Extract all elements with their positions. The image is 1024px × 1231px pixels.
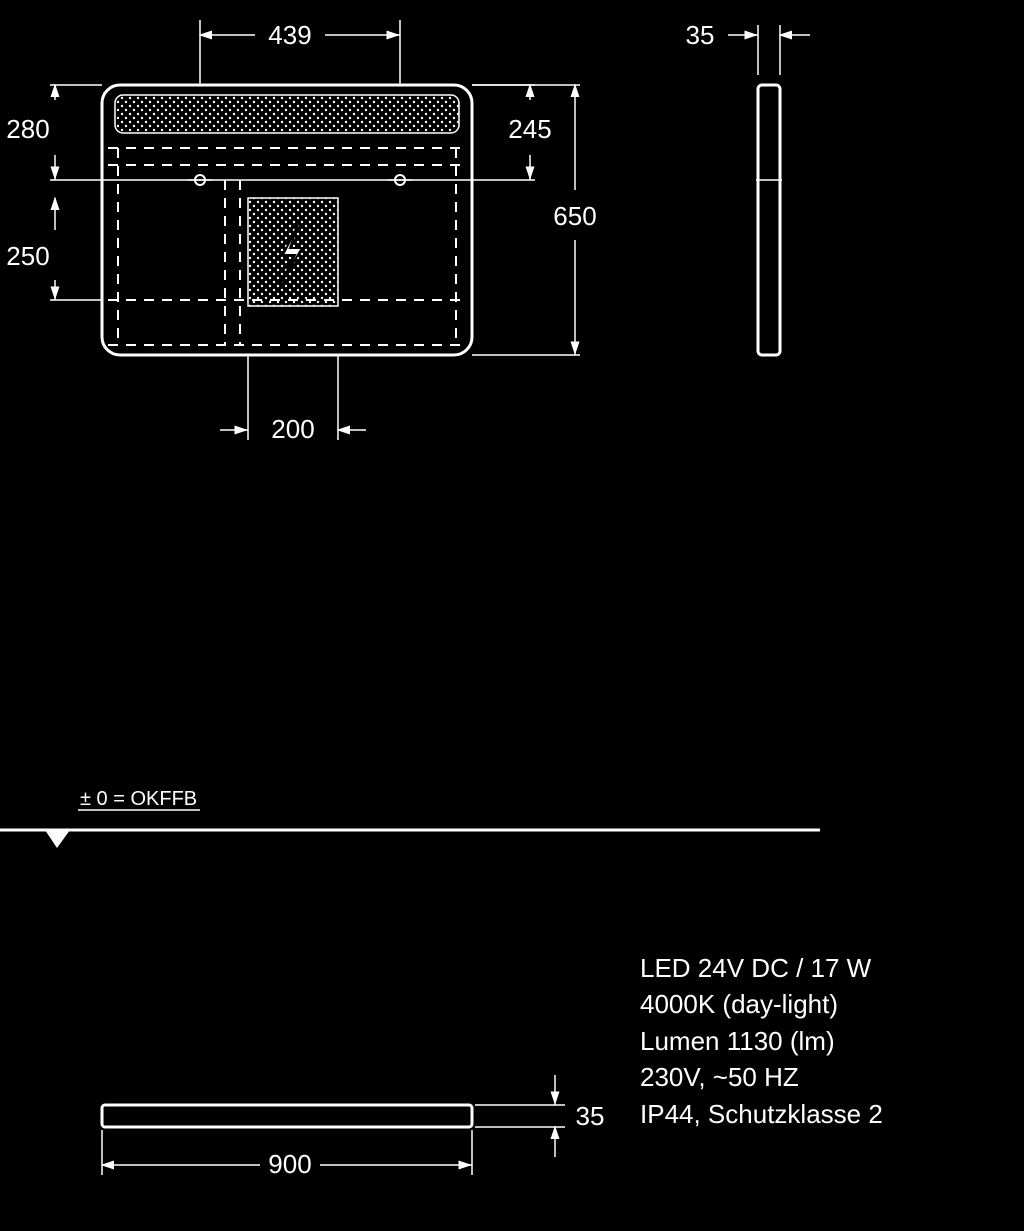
dim-200: 200: [271, 414, 314, 444]
datum-line: ± 0 = OKFFB: [0, 788, 820, 848]
front-view: 439 280 250 245 650 200: [6, 20, 596, 444]
spec-line-4: 230V, ~50 HZ: [640, 1059, 883, 1095]
dim-250: 250: [6, 241, 49, 271]
side-view: 35: [686, 20, 810, 355]
dim-245: 245: [508, 114, 551, 144]
spec-line-2: 4000K (day-light): [640, 986, 883, 1022]
spec-block: LED 24V DC / 17 W 4000K (day-light) Lume…: [640, 950, 883, 1132]
spec-line-5: IP44, Schutzklasse 2: [640, 1096, 883, 1132]
dim-650: 650: [553, 201, 596, 231]
datum-label: ± 0 = OKFFB: [80, 788, 197, 810]
dim-bottom-35: 35: [576, 1101, 605, 1131]
dim-900: 900: [268, 1149, 311, 1179]
dim-439: 439: [268, 20, 311, 50]
spec-line-1: LED 24V DC / 17 W: [640, 950, 883, 986]
dim-side-35: 35: [686, 20, 715, 50]
dim-280: 280: [6, 114, 49, 144]
bottom-view: 900 35: [102, 1075, 604, 1179]
spec-line-3: Lumen 1130 (lm): [640, 1023, 883, 1059]
